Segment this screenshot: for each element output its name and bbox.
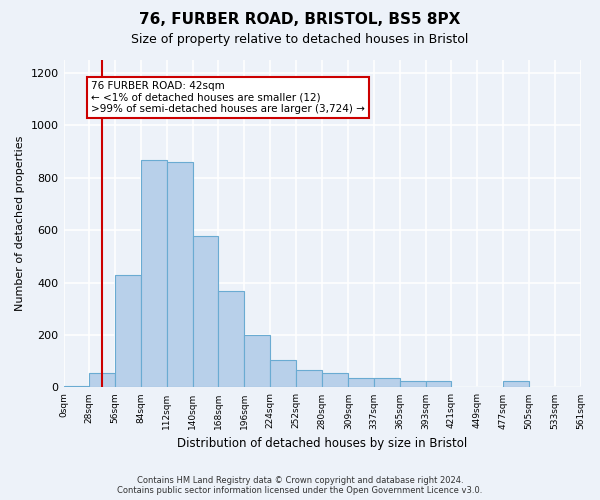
Bar — [89, 373, 115, 388]
Bar — [167, 162, 193, 388]
Bar — [64, 386, 89, 388]
Bar — [425, 381, 451, 388]
Bar — [115, 275, 141, 388]
X-axis label: Distribution of detached houses by size in Bristol: Distribution of detached houses by size … — [177, 437, 467, 450]
Bar — [400, 381, 425, 388]
Bar — [193, 236, 218, 388]
Bar — [374, 378, 400, 388]
Y-axis label: Number of detached properties: Number of detached properties — [15, 136, 25, 312]
Bar — [141, 160, 167, 388]
Bar — [503, 381, 529, 388]
Bar — [296, 370, 322, 388]
Text: 76 FURBER ROAD: 42sqm
← <1% of detached houses are smaller (12)
>99% of semi-det: 76 FURBER ROAD: 42sqm ← <1% of detached … — [91, 81, 365, 114]
Text: 76, FURBER ROAD, BRISTOL, BS5 8PX: 76, FURBER ROAD, BRISTOL, BS5 8PX — [139, 12, 461, 28]
Bar — [218, 290, 244, 388]
Bar — [348, 378, 374, 388]
Text: Size of property relative to detached houses in Bristol: Size of property relative to detached ho… — [131, 32, 469, 46]
Bar — [244, 335, 270, 388]
Bar — [270, 360, 296, 388]
Bar — [322, 373, 348, 388]
Text: Contains HM Land Registry data © Crown copyright and database right 2024.
Contai: Contains HM Land Registry data © Crown c… — [118, 476, 482, 495]
